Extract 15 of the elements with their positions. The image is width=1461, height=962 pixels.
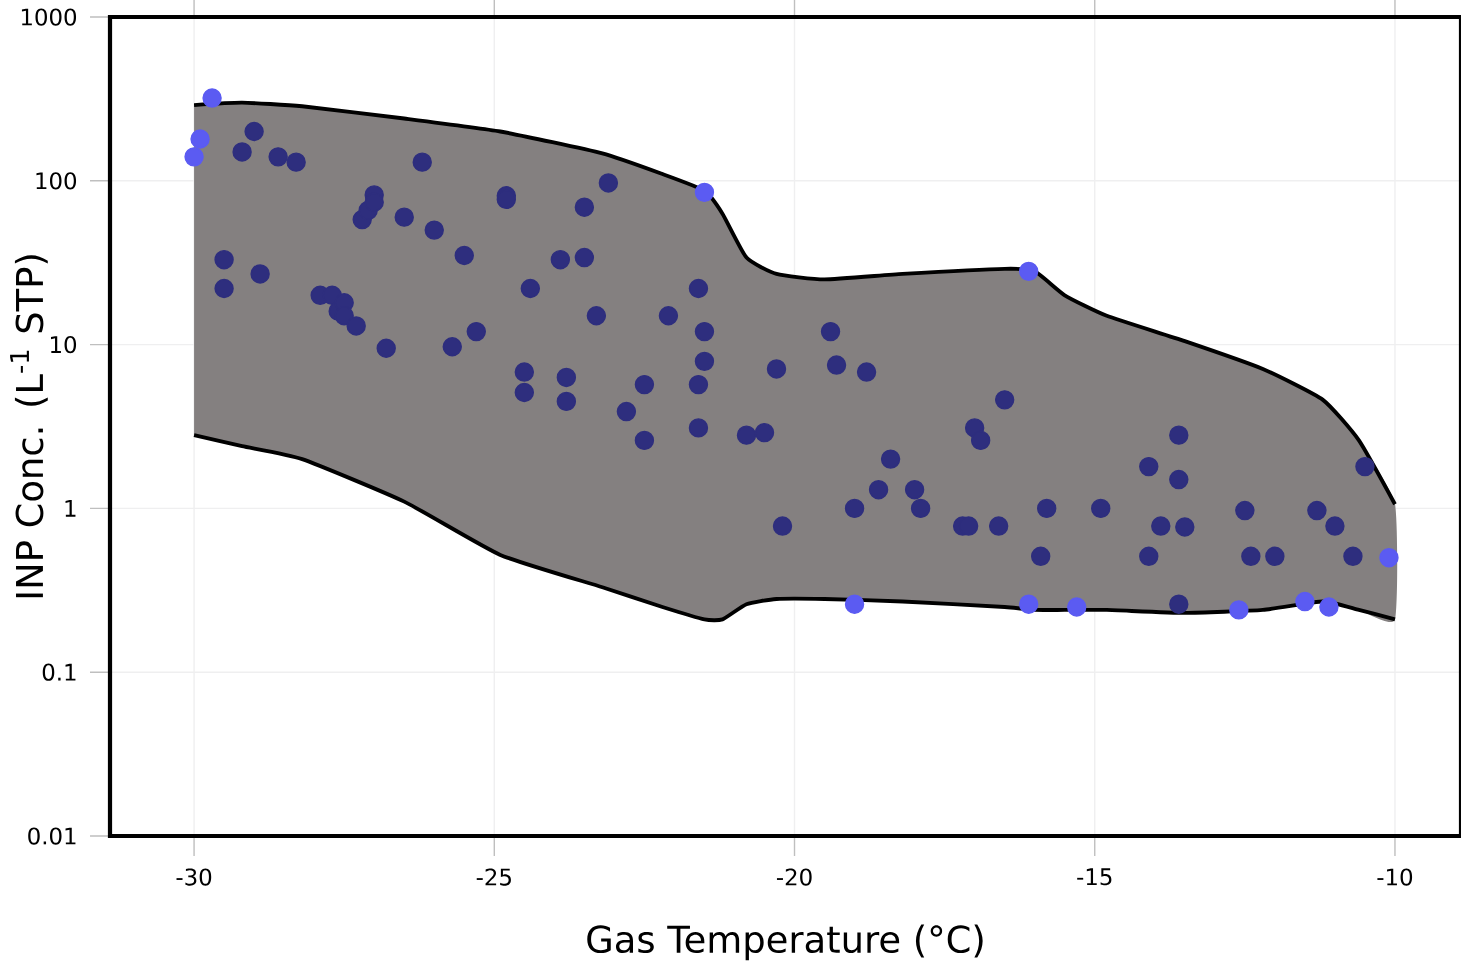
y-tick-label: 0.1	[42, 663, 76, 681]
line-series	[192, 100, 1397, 507]
y-tick-label: 100	[36, 172, 77, 190]
y-tick-label: 1	[65, 500, 76, 517]
y-tick-label: 0.01	[28, 827, 76, 845]
y-tick-label: 1000	[21, 8, 77, 26]
x-tick-label: -20	[776, 868, 812, 886]
x-tick-label: -15	[1077, 868, 1112, 886]
x-tick-label: -10	[1377, 868, 1413, 886]
x-axis-title: Gas Temperature (°C)	[587, 924, 983, 961]
x-tick-label: -30	[176, 868, 212, 886]
y-axis-title: INP Conc. (L$^{-1}$ STP)	[10, 255, 48, 598]
y-tick-label: 10	[51, 335, 77, 354]
x-tick-label: -25	[476, 868, 511, 886]
line-series	[192, 433, 1397, 622]
